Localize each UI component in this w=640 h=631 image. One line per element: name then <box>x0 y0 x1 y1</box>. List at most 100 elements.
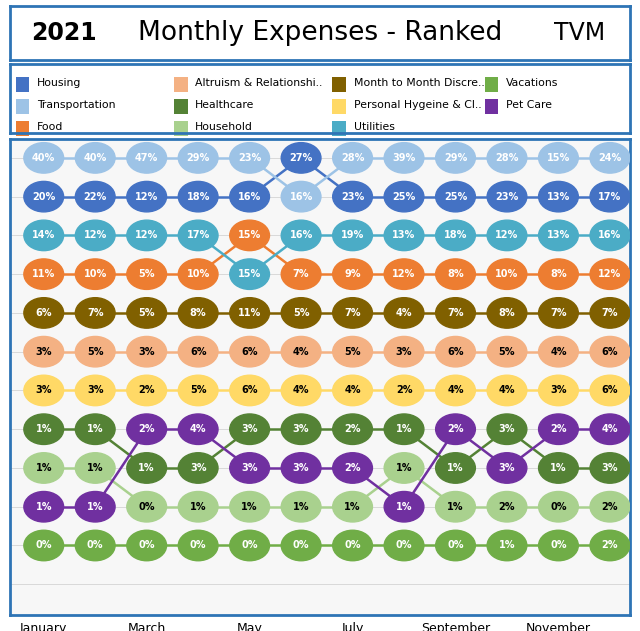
Text: 5%: 5% <box>87 346 104 357</box>
Text: 16%: 16% <box>289 230 313 240</box>
Circle shape <box>436 143 476 173</box>
Text: 5%: 5% <box>344 346 361 357</box>
Circle shape <box>281 220 321 251</box>
Text: 28%: 28% <box>341 153 364 163</box>
Circle shape <box>127 298 166 328</box>
Circle shape <box>539 452 579 483</box>
Text: 7%: 7% <box>602 308 618 318</box>
Circle shape <box>179 259 218 290</box>
Text: 3%: 3% <box>87 386 104 396</box>
Text: 1%: 1% <box>447 502 464 512</box>
Circle shape <box>76 220 115 251</box>
Circle shape <box>281 492 321 522</box>
Text: 17%: 17% <box>186 230 210 240</box>
Circle shape <box>76 298 115 328</box>
Circle shape <box>24 530 63 561</box>
Text: 1%: 1% <box>35 463 52 473</box>
Circle shape <box>127 336 166 367</box>
Circle shape <box>333 259 372 290</box>
Circle shape <box>590 143 630 173</box>
Text: 6%: 6% <box>602 346 618 357</box>
Circle shape <box>333 530 372 561</box>
Circle shape <box>487 259 527 290</box>
Text: 7%: 7% <box>550 308 566 318</box>
Text: 0%: 0% <box>138 541 155 550</box>
Text: 12%: 12% <box>598 269 621 279</box>
Text: 8%: 8% <box>499 308 515 318</box>
Text: Healthcare: Healthcare <box>195 100 255 110</box>
Text: 2021: 2021 <box>31 21 97 45</box>
Text: 14%: 14% <box>32 230 56 240</box>
Text: 1%: 1% <box>447 463 464 473</box>
Text: January: January <box>20 622 67 631</box>
Bar <box>332 99 346 114</box>
Text: 1%: 1% <box>499 541 515 550</box>
Text: 0%: 0% <box>138 502 155 512</box>
Text: 1%: 1% <box>293 502 309 512</box>
Bar <box>484 78 498 92</box>
Circle shape <box>230 259 269 290</box>
Circle shape <box>127 181 166 212</box>
Text: Pet Care: Pet Care <box>506 100 552 110</box>
Circle shape <box>24 220 63 251</box>
Text: Month to Month Discre..: Month to Month Discre.. <box>353 78 484 88</box>
Circle shape <box>333 181 372 212</box>
Bar <box>174 99 188 114</box>
Circle shape <box>230 375 269 406</box>
Text: 2%: 2% <box>396 386 412 396</box>
Text: 22%: 22% <box>84 192 107 202</box>
Text: 6%: 6% <box>602 386 618 396</box>
Circle shape <box>436 375 476 406</box>
Circle shape <box>436 452 476 483</box>
Circle shape <box>590 375 630 406</box>
Text: 6%: 6% <box>190 346 207 357</box>
Text: 5%: 5% <box>499 346 515 357</box>
Text: 8%: 8% <box>190 308 207 318</box>
Text: 3%: 3% <box>190 463 207 473</box>
Circle shape <box>230 336 269 367</box>
Circle shape <box>436 298 476 328</box>
Text: 0%: 0% <box>550 541 566 550</box>
Circle shape <box>436 530 476 561</box>
Text: 6%: 6% <box>447 346 464 357</box>
Circle shape <box>539 530 579 561</box>
Circle shape <box>24 414 63 444</box>
Text: Transportation: Transportation <box>37 100 115 110</box>
Text: 3%: 3% <box>499 424 515 434</box>
Circle shape <box>281 452 321 483</box>
Text: 5%: 5% <box>293 308 309 318</box>
Circle shape <box>230 220 269 251</box>
Text: 4%: 4% <box>344 386 361 396</box>
Circle shape <box>76 336 115 367</box>
Text: 3%: 3% <box>396 346 412 357</box>
Text: Altruism & Relationshi..: Altruism & Relationshi.. <box>195 78 323 88</box>
Text: 12%: 12% <box>135 230 158 240</box>
Text: July: July <box>341 622 364 631</box>
Text: 20%: 20% <box>32 192 56 202</box>
Circle shape <box>384 414 424 444</box>
Circle shape <box>436 181 476 212</box>
Text: Personal Hygeine & Cl..: Personal Hygeine & Cl.. <box>353 100 481 110</box>
Circle shape <box>127 220 166 251</box>
Text: 11%: 11% <box>32 269 56 279</box>
Circle shape <box>436 336 476 367</box>
Circle shape <box>179 220 218 251</box>
Text: 3%: 3% <box>241 424 258 434</box>
Text: 3%: 3% <box>35 346 52 357</box>
Circle shape <box>179 143 218 173</box>
Bar <box>174 78 188 92</box>
Text: 40%: 40% <box>84 153 107 163</box>
Text: 3%: 3% <box>550 386 566 396</box>
Circle shape <box>281 298 321 328</box>
Circle shape <box>539 181 579 212</box>
Circle shape <box>127 492 166 522</box>
Text: 3%: 3% <box>35 386 52 396</box>
Circle shape <box>333 220 372 251</box>
Text: Housing: Housing <box>37 78 81 88</box>
Text: 16%: 16% <box>598 230 621 240</box>
Circle shape <box>384 492 424 522</box>
Circle shape <box>281 375 321 406</box>
Text: 2%: 2% <box>344 424 361 434</box>
Text: 19%: 19% <box>341 230 364 240</box>
Circle shape <box>24 259 63 290</box>
